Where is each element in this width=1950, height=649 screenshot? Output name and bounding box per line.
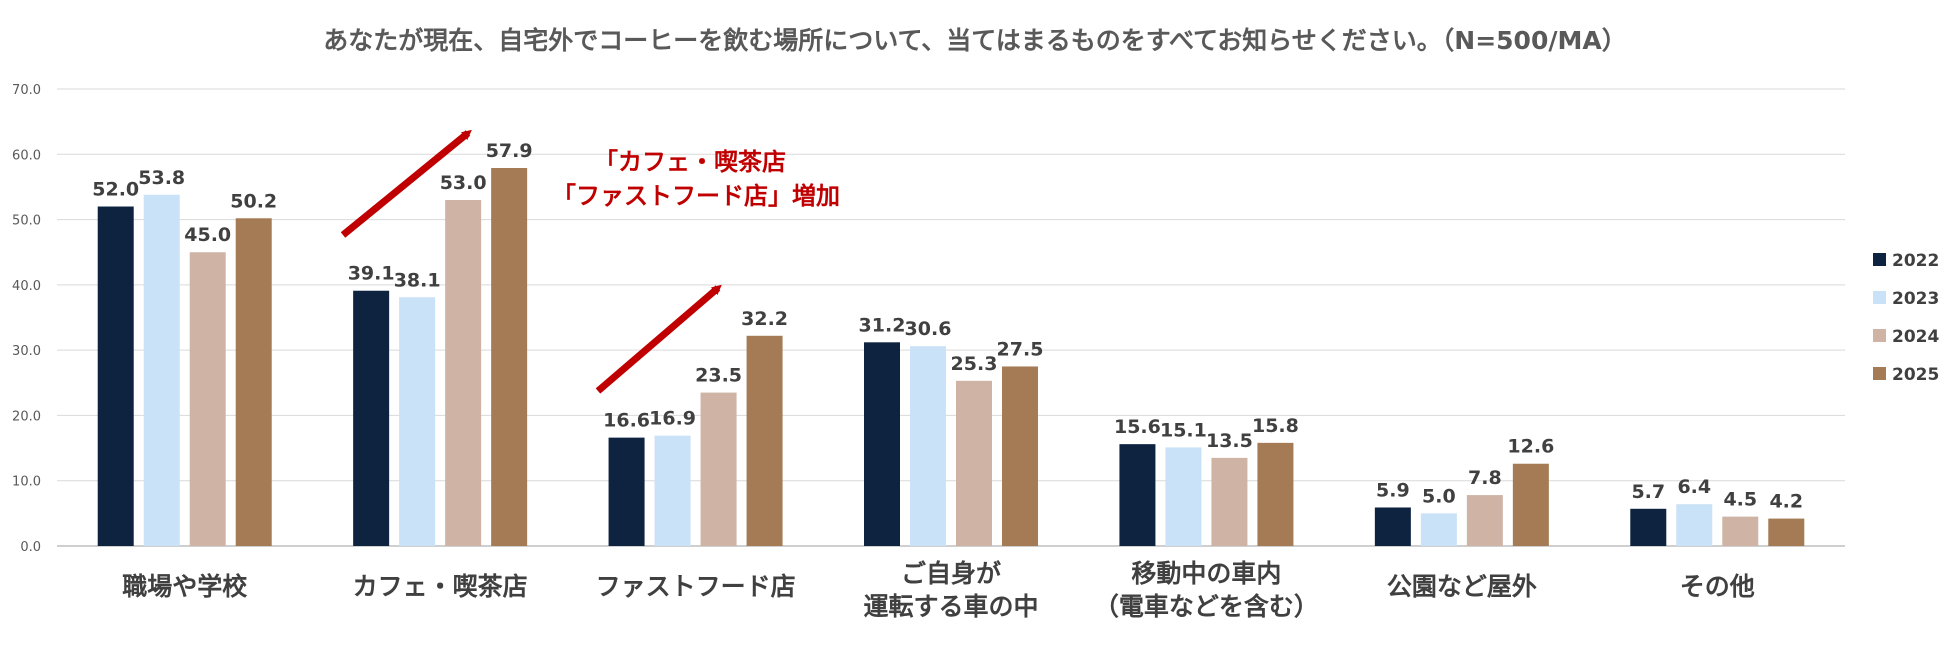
bar-2022-3 bbox=[864, 342, 900, 546]
data-label-2025-6: 4.2 bbox=[1769, 491, 1803, 513]
data-label-2024-1: 53.0 bbox=[440, 172, 487, 194]
data-label-2023-2: 16.9 bbox=[649, 408, 696, 430]
bar-2024-0 bbox=[189, 252, 226, 546]
bar-2024-3 bbox=[956, 380, 992, 546]
y-tick-label: 0.0 bbox=[20, 540, 41, 555]
bar-2022-4 bbox=[1119, 444, 1156, 546]
data-label-2022-3: 31.2 bbox=[859, 314, 906, 336]
data-label-2024-4: 13.5 bbox=[1206, 430, 1253, 452]
data-label-2025-2: 32.2 bbox=[741, 308, 788, 330]
data-label-2024-3: 25.3 bbox=[951, 353, 998, 375]
category-label-6: その他 bbox=[1680, 572, 1755, 601]
category-label-5: 公園など屋外 bbox=[1387, 572, 1537, 601]
bar-2022-0 bbox=[97, 206, 134, 546]
y-tick-label: 60.0 bbox=[12, 148, 41, 163]
data-label-2022-4: 15.6 bbox=[1114, 416, 1161, 438]
y-tick-label: 20.0 bbox=[12, 409, 41, 424]
data-label-2023-1: 38.1 bbox=[394, 269, 441, 291]
trend-arrow-cafe bbox=[340, 129, 472, 238]
bar-2023-4 bbox=[1165, 447, 1202, 546]
y-tick-label: 70.0 bbox=[12, 83, 41, 98]
data-label-2022-2: 16.6 bbox=[603, 410, 650, 432]
legend-label-2022: 2022 bbox=[1892, 251, 1939, 271]
data-label-2022-6: 5.7 bbox=[1631, 481, 1665, 503]
bar-2025-1 bbox=[491, 167, 528, 546]
bar-2025-6 bbox=[1768, 518, 1805, 546]
gridlines bbox=[57, 88, 1845, 482]
annotation-line-1: 「カフェ・喫茶店 bbox=[594, 148, 786, 176]
legend-label-2024: 2024 bbox=[1892, 327, 1939, 347]
legend-swatch-2025 bbox=[1873, 367, 1886, 380]
data-label-2022-0: 52.0 bbox=[92, 179, 139, 201]
category-label-3: ご自身が bbox=[901, 559, 1001, 588]
bar-2025-4 bbox=[1257, 442, 1294, 546]
legend-swatch-2023 bbox=[1873, 291, 1886, 304]
bar-2024-1 bbox=[445, 199, 482, 546]
data-label-2025-0: 50.2 bbox=[230, 190, 277, 212]
data-label-2023-3: 30.6 bbox=[905, 318, 952, 340]
bar-2024-6 bbox=[1722, 516, 1759, 546]
category-label-3: 運転する車の中 bbox=[863, 592, 1038, 621]
legend: 2022 2023 2024 2025 bbox=[1873, 251, 1939, 385]
data-label-2022-5: 5.9 bbox=[1376, 479, 1410, 501]
bars bbox=[97, 167, 1805, 546]
bar-2022-6 bbox=[1630, 508, 1667, 546]
data-label-2025-1: 57.9 bbox=[486, 140, 533, 162]
y-tick-label: 10.0 bbox=[12, 475, 41, 490]
legend-label-2025: 2025 bbox=[1892, 365, 1939, 385]
bar-2025-5 bbox=[1512, 463, 1549, 546]
data-label-2025-3: 27.5 bbox=[997, 338, 1044, 360]
bar-2024-4 bbox=[1211, 457, 1248, 546]
chart-title: あなたが現在、自宅外でコーヒーを飲む場所について、当てはまるものをすべてお知らせ… bbox=[323, 26, 1626, 55]
data-label-2024-0: 45.0 bbox=[184, 224, 231, 246]
data-label-2024-5: 7.8 bbox=[1468, 467, 1502, 489]
bar-2024-2 bbox=[700, 392, 737, 546]
legend-swatch-2024 bbox=[1873, 329, 1886, 342]
bar-2022-5 bbox=[1374, 507, 1411, 546]
data-label-2025-4: 15.8 bbox=[1252, 415, 1299, 437]
data-label-2023-5: 5.0 bbox=[1422, 485, 1456, 507]
y-axis-ticks: 0.0 10.0 20.0 30.0 40.0 50.0 60.0 70.0 bbox=[12, 83, 41, 555]
annotation-line-2: 「ファストフード店」増加 bbox=[552, 182, 840, 210]
data-labels: 52.053.8 45.0 50.2 39.1 38.1 53.0 57.9 16.6 16.9… bbox=[92, 140, 1803, 513]
legend-swatch-2022 bbox=[1873, 253, 1886, 266]
y-tick-label: 40.0 bbox=[12, 279, 41, 294]
data-label-2023-6: 6.4 bbox=[1677, 476, 1711, 498]
y-tick-label: 50.0 bbox=[12, 214, 41, 229]
bar-2025-3 bbox=[1002, 366, 1038, 546]
y-tick-label: 30.0 bbox=[12, 344, 41, 359]
bar-2022-2 bbox=[608, 437, 645, 546]
category-label-0: 職場や学校 bbox=[122, 572, 248, 601]
bar-2025-0 bbox=[235, 218, 272, 546]
bar-2024-5 bbox=[1466, 495, 1503, 546]
category-label-4: （電車などを含む） bbox=[1094, 592, 1319, 621]
bar-2025-2 bbox=[746, 335, 783, 546]
category-label-4: 移動中の車内 bbox=[1131, 559, 1281, 588]
data-label-2023-4: 15.1 bbox=[1160, 419, 1207, 441]
data-label-2024-2: 23.5 bbox=[695, 365, 742, 387]
bar-2023-2 bbox=[654, 435, 691, 546]
bar-2022-1 bbox=[353, 290, 390, 546]
legend-label-2023: 2023 bbox=[1892, 289, 1939, 309]
bar-2023-3 bbox=[910, 346, 946, 546]
data-label-2023-0: 53.8 bbox=[138, 167, 185, 189]
bar-2023-0 bbox=[143, 194, 180, 546]
bar-2023-1 bbox=[399, 297, 436, 546]
data-label-2024-6: 4.5 bbox=[1723, 489, 1757, 511]
data-label-2022-1: 39.1 bbox=[348, 263, 395, 285]
bar-2023-6 bbox=[1676, 504, 1713, 546]
trend-arrow-fastfood bbox=[595, 284, 722, 394]
bar-2023-5 bbox=[1420, 513, 1457, 546]
data-label-2025-5: 12.6 bbox=[1507, 436, 1554, 458]
category-label-2: ファストフード店 bbox=[596, 572, 796, 601]
category-label-1: カフェ・喫茶店 bbox=[353, 572, 528, 601]
